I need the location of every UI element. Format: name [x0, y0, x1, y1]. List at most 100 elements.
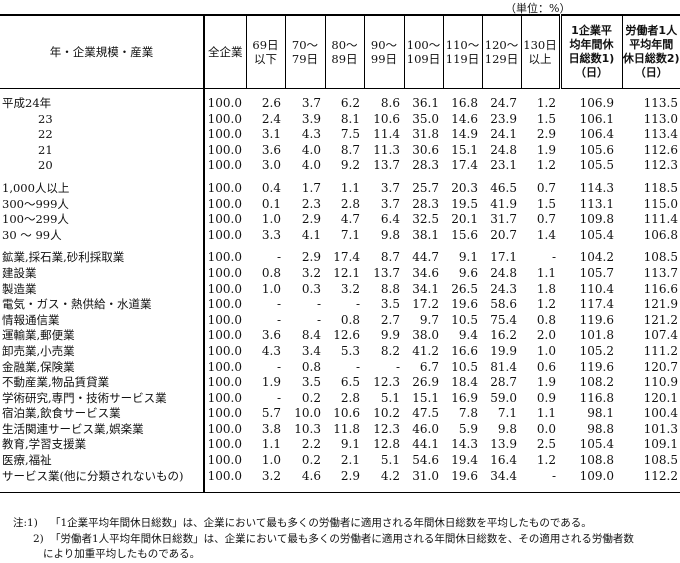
value-cell: 28.7	[482, 375, 521, 391]
value-cell: 3.2	[246, 469, 285, 485]
value-cell: 100.4	[622, 406, 680, 422]
value-cell: 116.6	[622, 282, 680, 298]
value-cell: 19.9	[482, 344, 521, 360]
value-cell: 8.4	[285, 328, 325, 344]
value-cell: 116.8	[560, 391, 622, 407]
value-cell: 24.1	[482, 127, 521, 143]
value-cell: 16.8	[443, 96, 482, 112]
value-cell: 1.0	[246, 453, 285, 469]
value-cell: 31.0	[404, 469, 443, 485]
value-cell: 117.4	[560, 297, 622, 313]
value-cell: 112.3	[622, 158, 680, 174]
value-cell: 16.2	[482, 328, 521, 344]
value-cell: 100.0	[204, 422, 246, 438]
spacer-cell	[325, 174, 364, 181]
value-cell: 100.0	[204, 112, 246, 128]
value-cell: 111.4	[622, 212, 680, 228]
value-cell: 2.1	[325, 453, 364, 469]
value-cell: 9.2	[325, 158, 364, 174]
value-cell: 3.5	[285, 375, 325, 391]
value-cell: 7.1	[482, 406, 521, 422]
value-cell: 10.5	[443, 360, 482, 376]
header-text: 90～	[365, 38, 404, 52]
value-cell: 2.9	[325, 469, 364, 485]
value-cell: 5.3	[325, 344, 364, 360]
value-cell: 4.3	[246, 344, 285, 360]
value-cell: 15.1	[404, 391, 443, 407]
spacer-cell	[404, 89, 443, 97]
value-cell: 7.8	[443, 406, 482, 422]
spacer-cell	[443, 243, 482, 250]
value-cell: 10.6	[325, 406, 364, 422]
value-cell: -	[521, 469, 560, 485]
value-cell: -	[325, 297, 364, 313]
value-cell: 46.0	[404, 422, 443, 438]
value-cell: 1.9	[521, 375, 560, 391]
value-cell: 1.7	[285, 181, 325, 197]
value-cell: 8.7	[364, 250, 404, 266]
value-cell: 3.9	[285, 112, 325, 128]
value-cell: 113.0	[622, 112, 680, 128]
value-cell: 0.8	[285, 360, 325, 376]
spacer-cell	[0, 174, 204, 181]
value-cell: -	[246, 391, 285, 407]
value-cell: 3.7	[285, 96, 325, 112]
header-text: 日総数1)	[562, 52, 622, 66]
value-cell: 3.2	[285, 266, 325, 282]
header-text: 120～	[483, 38, 521, 52]
value-cell: 23.9	[482, 112, 521, 128]
spacer-cell	[482, 89, 521, 97]
spacer-cell	[285, 89, 325, 97]
value-cell: 106.8	[622, 228, 680, 244]
value-cell: -	[246, 250, 285, 266]
value-cell: 38.0	[404, 328, 443, 344]
value-cell: 109.0	[560, 469, 622, 485]
value-cell: 10.6	[364, 112, 404, 128]
value-cell: 100.0	[204, 313, 246, 329]
spacer-cell	[482, 243, 521, 250]
value-cell: 34.6	[404, 266, 443, 282]
header-range-1: 70～79日	[285, 15, 325, 89]
value-cell: 100.0	[204, 344, 246, 360]
value-cell: 8.6	[364, 96, 404, 112]
value-cell: 100.0	[204, 96, 246, 112]
value-cell: 114.3	[560, 181, 622, 197]
spacer-cell	[622, 89, 680, 97]
value-cell: 38.1	[404, 228, 443, 244]
spacer-cell	[622, 484, 680, 493]
header-text: 69日	[247, 38, 285, 52]
value-cell: 18.4	[443, 375, 482, 391]
value-cell: 1.0	[521, 344, 560, 360]
spacer-cell	[325, 243, 364, 250]
value-cell: 11.4	[364, 127, 404, 143]
value-cell: 2.3	[285, 197, 325, 213]
header-label: 年・企業規模・産業	[0, 15, 204, 89]
row-label: 教育,学習支援業	[0, 437, 204, 453]
value-cell: 111.2	[622, 344, 680, 360]
value-cell: 121.9	[622, 297, 680, 313]
value-cell: 26.5	[443, 282, 482, 298]
value-cell: 2.2	[285, 437, 325, 453]
value-cell: 113.4	[622, 127, 680, 143]
value-cell: 6.2	[325, 96, 364, 112]
header-text: 109日	[405, 52, 443, 66]
header-text: 以上	[522, 52, 559, 66]
value-cell: 1.9	[246, 375, 285, 391]
value-cell: 7.5	[325, 127, 364, 143]
header-text: 労働者1人	[623, 24, 680, 38]
value-cell: 9.1	[325, 437, 364, 453]
value-cell: 19.6	[443, 297, 482, 313]
row-label: 宿泊業,飲食サービス業	[0, 406, 204, 422]
header-range-7: 130日以上	[521, 15, 560, 89]
value-cell: 11.8	[325, 422, 364, 438]
value-cell: 28.3	[404, 197, 443, 213]
value-cell: 0.9	[521, 391, 560, 407]
